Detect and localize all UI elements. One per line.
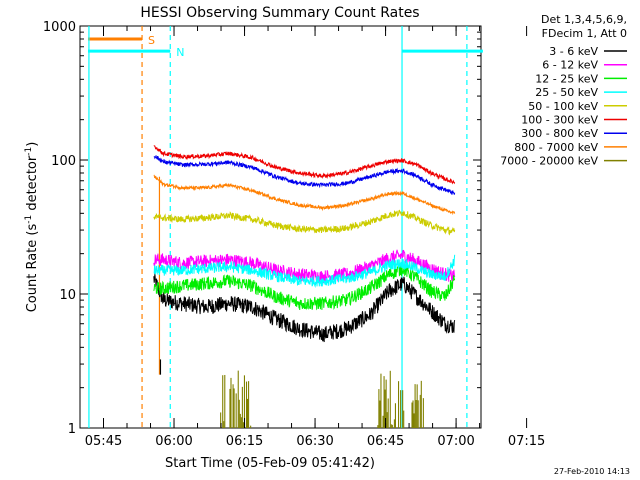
plot-border — [79, 25, 482, 429]
y-axis-label-sup2: -1 — [24, 147, 34, 156]
axes: 1 10 100 1000 05:45 06:00 06:15 06:30 06:45 07:00… — [43, 20, 545, 449]
series-300to800keV-kev — [153, 155, 456, 195]
series-800to7000keV-kev — [153, 174, 456, 216]
x-tick-label: 07:15 — [508, 434, 545, 449]
y-tick-label: 10 — [59, 288, 76, 303]
series-line — [153, 273, 456, 343]
footer-timestamp: 27-Feb-2010 14:13 — [554, 467, 630, 476]
y-axis-label: Count Rate (s-1 detector-1) — [24, 142, 40, 313]
y-tick-label: 1 — [68, 422, 76, 437]
y-axis-label-sup1: -1 — [24, 215, 34, 224]
series-line — [153, 263, 456, 311]
y-axis-label-end: ) — [25, 142, 40, 147]
chart-title: HESSI Observing Summary Count Rates — [140, 5, 419, 21]
legend-header-line1: Det 1,3,4,5,6,9, — [541, 13, 627, 26]
legend-label: 300 - 800 keV — [521, 127, 598, 140]
legend-label: 6 - 12 keV — [542, 59, 598, 72]
series-7000to20000keV-kev — [220, 370, 424, 428]
x-tick-label: 06:00 — [155, 434, 192, 449]
legend-label: 12 - 25 keV — [535, 72, 598, 85]
x-tick-label: 05:45 — [85, 434, 122, 449]
series-25to50keV-kev — [153, 254, 456, 288]
flag-lines: SN — [87, 26, 483, 428]
y-axis-label-main: Count Rate (s — [25, 224, 40, 313]
y-tick-label: 1000 — [43, 20, 76, 35]
x-tick-label: 06:15 — [226, 434, 263, 449]
legend: Det 1,3,4,5,6,9, FDecim 1, Att 0 3 - 6 k… — [500, 13, 627, 168]
plot-area — [79, 25, 482, 429]
legend-label: 800 - 7000 keV — [514, 141, 598, 154]
y-axis-label-mid: detector — [25, 155, 40, 215]
series-50to100keV-kev — [153, 209, 456, 236]
x-axis-label: Start Time (05-Feb-09 05:41:42) — [165, 456, 375, 471]
x-tick-label: 06:30 — [296, 434, 333, 449]
legend-label: 100 - 300 keV — [521, 114, 598, 127]
series-line — [153, 145, 456, 185]
legend-label: 50 - 100 keV — [528, 100, 598, 113]
series-group — [153, 145, 456, 428]
legend-label: 7000 - 20000 keV — [500, 155, 598, 168]
y-tick-label: 100 — [51, 154, 76, 169]
series-12to25keV-kev — [153, 263, 456, 311]
x-tick-label: 06:45 — [367, 434, 404, 449]
x-tick-label: 07:00 — [437, 434, 474, 449]
series-line — [153, 209, 456, 236]
flag-label: N — [176, 46, 184, 59]
series-line — [153, 155, 456, 195]
series-line — [153, 254, 456, 288]
series-100to300keV-kev — [153, 145, 456, 185]
legend-header-line2: FDecim 1, Att 0 — [542, 27, 627, 40]
legend-label: 3 - 6 keV — [549, 45, 598, 58]
flag-label: S — [148, 34, 155, 47]
series-3to6keV-kev — [153, 273, 456, 343]
series-line — [153, 174, 456, 216]
legend-label: 25 - 50 keV — [535, 86, 598, 99]
